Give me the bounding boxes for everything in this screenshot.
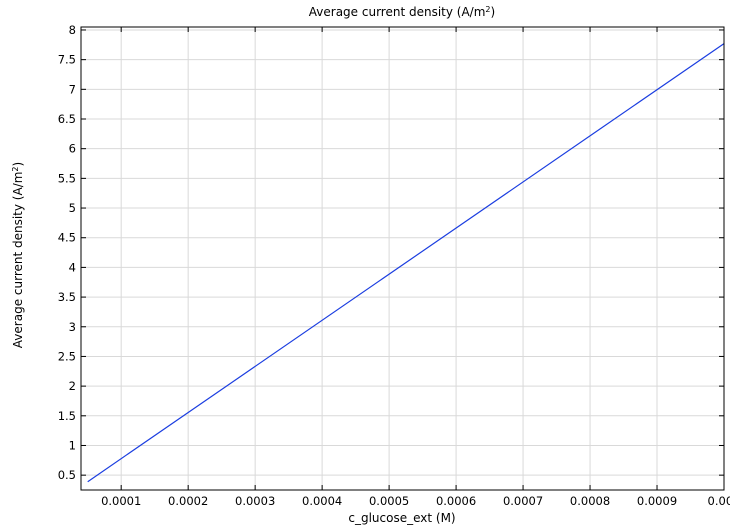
y-tick-label: 5.5 [58, 171, 76, 185]
y-tick-label: 0.5 [58, 468, 76, 482]
x-tick-label: 0.0005 [369, 494, 409, 508]
y-tick-label: 6 [69, 142, 76, 156]
grid-lines [81, 27, 725, 490]
y-tick-label: 3 [69, 320, 76, 334]
x-tick-label: 0.001 [708, 494, 730, 508]
x-axis: 0.0001 0.0002 0.0003 0.0004 0.0005 0.0006 0.00… [101, 27, 730, 508]
plot-frame [80, 26, 725, 491]
x-tick-label: 0.0004 [302, 494, 342, 508]
x-tick-label: 0.0009 [637, 494, 677, 508]
y-tick-label: 3.5 [58, 290, 76, 304]
y-tick-label: 7.5 [58, 53, 76, 67]
y-tick-label: 4.5 [58, 231, 76, 245]
y-tick-label: 2 [69, 379, 76, 393]
x-tick-label: 0.0006 [436, 494, 476, 508]
x-axis-label: c_glucose_ext (M) [348, 511, 455, 525]
chart-title: Average current density (A/m2) [309, 5, 495, 19]
x-tick-label: 0.0003 [235, 494, 275, 508]
x-tick-label: 0.0008 [570, 494, 610, 508]
y-tick-label: 6.5 [58, 112, 76, 126]
y-axis: 0.5 1 1.5 2 2.5 3 3.5 4 4.5 5 5.5 6 6.5 7 7.5 8 [58, 23, 724, 482]
y-tick-label: 1 [69, 438, 76, 452]
x-tick-label: 0.0001 [101, 494, 141, 508]
series-layer [87, 43, 725, 483]
y-tick-label: 4 [69, 260, 76, 274]
x-tick-label: 0.0002 [168, 494, 208, 508]
y-tick-label: 8 [69, 23, 76, 37]
x-tick-label: 0.0007 [503, 494, 543, 508]
y-tick-label: 2.5 [58, 349, 76, 363]
series-line [87, 43, 725, 483]
y-tick-label: 1.5 [58, 409, 76, 423]
y-tick-label: 7 [69, 82, 76, 96]
y-axis-label: Average current density (A/m2) [11, 162, 25, 348]
y-tick-label: 5 [69, 201, 76, 215]
